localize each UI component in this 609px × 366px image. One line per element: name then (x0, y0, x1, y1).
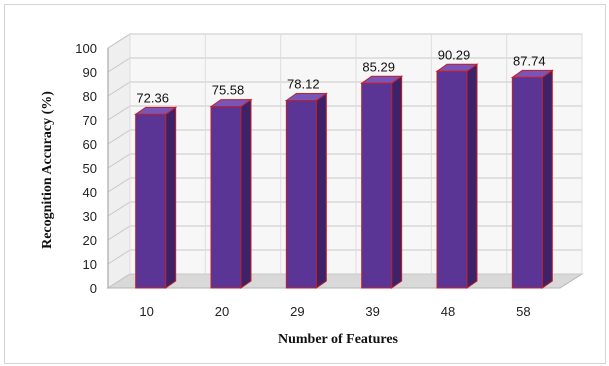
y-tick-label: 10 (83, 257, 97, 272)
gridline-side (107, 33, 131, 49)
bar (284, 92, 328, 289)
data-label: 87.74 (513, 53, 546, 68)
bar (209, 98, 253, 289)
gridline-side (107, 201, 131, 217)
bar-front (210, 106, 242, 289)
y-tick-label: 40 (83, 185, 97, 200)
x-tick-label: 10 (139, 304, 153, 319)
chart-frame: 0 10 20 30 40 50 60 70 80 90 100 10 20 29 39 48 58 72.3… (4, 4, 606, 364)
floor (106, 273, 584, 289)
gridline-side (107, 249, 131, 265)
gridline-side (107, 105, 131, 121)
y-tick-label: 20 (83, 233, 97, 248)
y-tick-label: 90 (83, 65, 97, 80)
y-axis-title: Recognition Accuracy (%) (40, 91, 55, 249)
x-tick-label: 29 (290, 304, 304, 319)
data-label: 72.36 (136, 90, 169, 105)
bars (134, 63, 554, 289)
x-tick-label: 58 (516, 304, 530, 319)
y-tick-label: 60 (83, 137, 97, 152)
data-label: 75.58 (212, 83, 245, 98)
bar-side (391, 75, 403, 289)
bar (360, 75, 404, 289)
bar-front (361, 82, 393, 289)
gridline-side (107, 81, 131, 97)
data-label: 78.12 (287, 77, 320, 92)
y-tick-label: 80 (83, 89, 97, 104)
bar-front (285, 100, 317, 289)
gridline-side (107, 225, 131, 241)
bar-chart: 0 10 20 30 40 50 60 70 80 90 100 10 20 29 39 48 58 72.3… (40, 33, 584, 347)
bar (134, 106, 178, 289)
x-tick-label: 48 (441, 304, 455, 319)
y-tick-label: 0 (90, 281, 97, 296)
gridline-side (107, 177, 131, 193)
data-label: 85.29 (362, 59, 395, 74)
y-tick-label: 70 (83, 113, 97, 128)
bar-side (541, 69, 553, 289)
x-axis-ticks: 10 20 29 39 48 58 (139, 304, 530, 319)
y-axis-ticks: 0 10 20 30 40 50 60 70 80 90 100 (75, 41, 97, 296)
x-tick-label: 20 (215, 304, 229, 319)
x-tick-label: 39 (365, 304, 379, 319)
data-labels: 72.36 75.58 78.12 85.29 90.29 87.74 (136, 47, 545, 105)
bar-side (315, 92, 327, 289)
bar-front (135, 113, 167, 289)
bar (510, 69, 554, 289)
y-tick-label: 100 (75, 41, 97, 56)
gridline-side (107, 57, 131, 73)
gridline-side (107, 129, 131, 145)
y-tick-label: 50 (83, 161, 97, 176)
y-tick-label: 30 (83, 209, 97, 224)
bar-side (466, 63, 478, 289)
x-axis-title: Number of Features (278, 332, 399, 347)
bar-side (165, 106, 177, 289)
bar (435, 63, 479, 289)
gridline-side (107, 273, 131, 289)
bar-side (240, 98, 252, 289)
bar-front (511, 76, 543, 289)
gridline-side (107, 153, 131, 169)
gridlines (107, 33, 583, 289)
data-label: 90.29 (438, 47, 471, 62)
bar-front (436, 70, 468, 289)
